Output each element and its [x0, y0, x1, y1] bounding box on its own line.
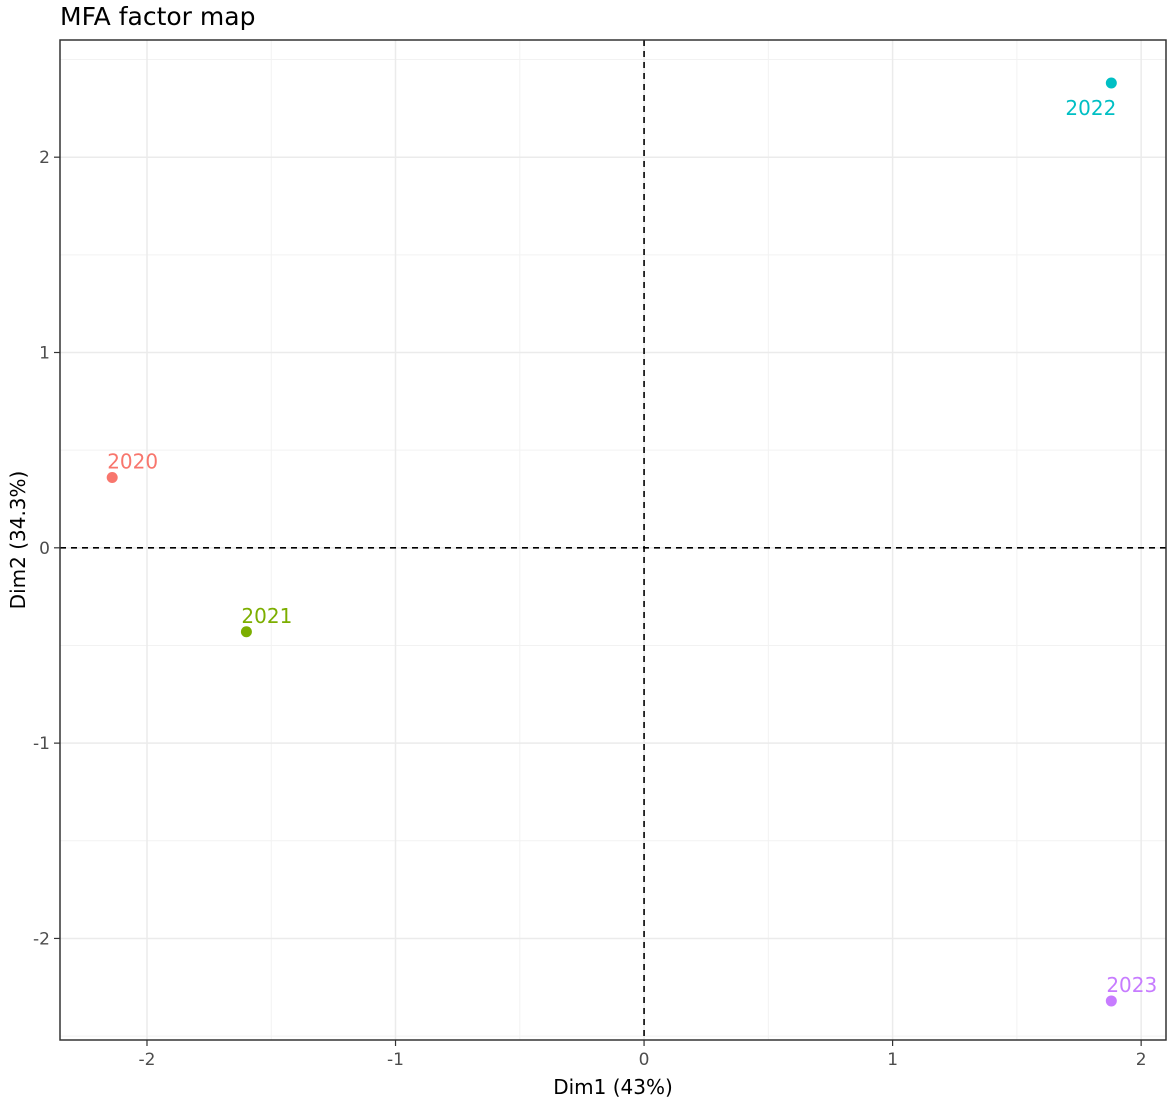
y-tick-label: -2 [33, 929, 50, 949]
x-tick-label: -1 [387, 1050, 404, 1070]
y-tick-label: 1 [39, 344, 50, 364]
minor-gridlines [60, 40, 1166, 1040]
y-axis-ticks: -2 -1 0 1 2 [33, 148, 60, 949]
data-point [1105, 77, 1117, 89]
data-point-label: 2021 [241, 604, 292, 628]
data-point [106, 472, 118, 483]
y-tick-label: -1 [33, 734, 50, 754]
x-tick-label: 1 [887, 1050, 898, 1070]
data-point [240, 626, 252, 638]
y-tick-label: 2 [39, 148, 50, 168]
data-point-label: 2022 [1065, 96, 1116, 120]
x-tick-label: 2 [1136, 1050, 1147, 1070]
data-point [1105, 995, 1117, 1007]
data-point-label: 2020 [107, 450, 158, 474]
data-points: 2020 2021 2022 2023 [106, 77, 1157, 1007]
plot-background [60, 40, 1166, 1040]
x-axis-title: Dim1 (43%) [553, 1075, 673, 1099]
x-tick-label: 0 [639, 1050, 650, 1070]
x-axis-ticks: -2 -1 0 1 2 [139, 1040, 1147, 1070]
x-tick-label: -2 [139, 1050, 156, 1070]
plot-panel-border [59, 39, 1167, 1041]
reference-lines [60, 40, 1166, 1040]
y-tick-label: 0 [39, 539, 50, 559]
y-axis-title: Dim2 (34.3%) [6, 471, 30, 610]
chart-title: MFA factor map [60, 2, 255, 31]
data-point-label: 2023 [1106, 973, 1157, 997]
